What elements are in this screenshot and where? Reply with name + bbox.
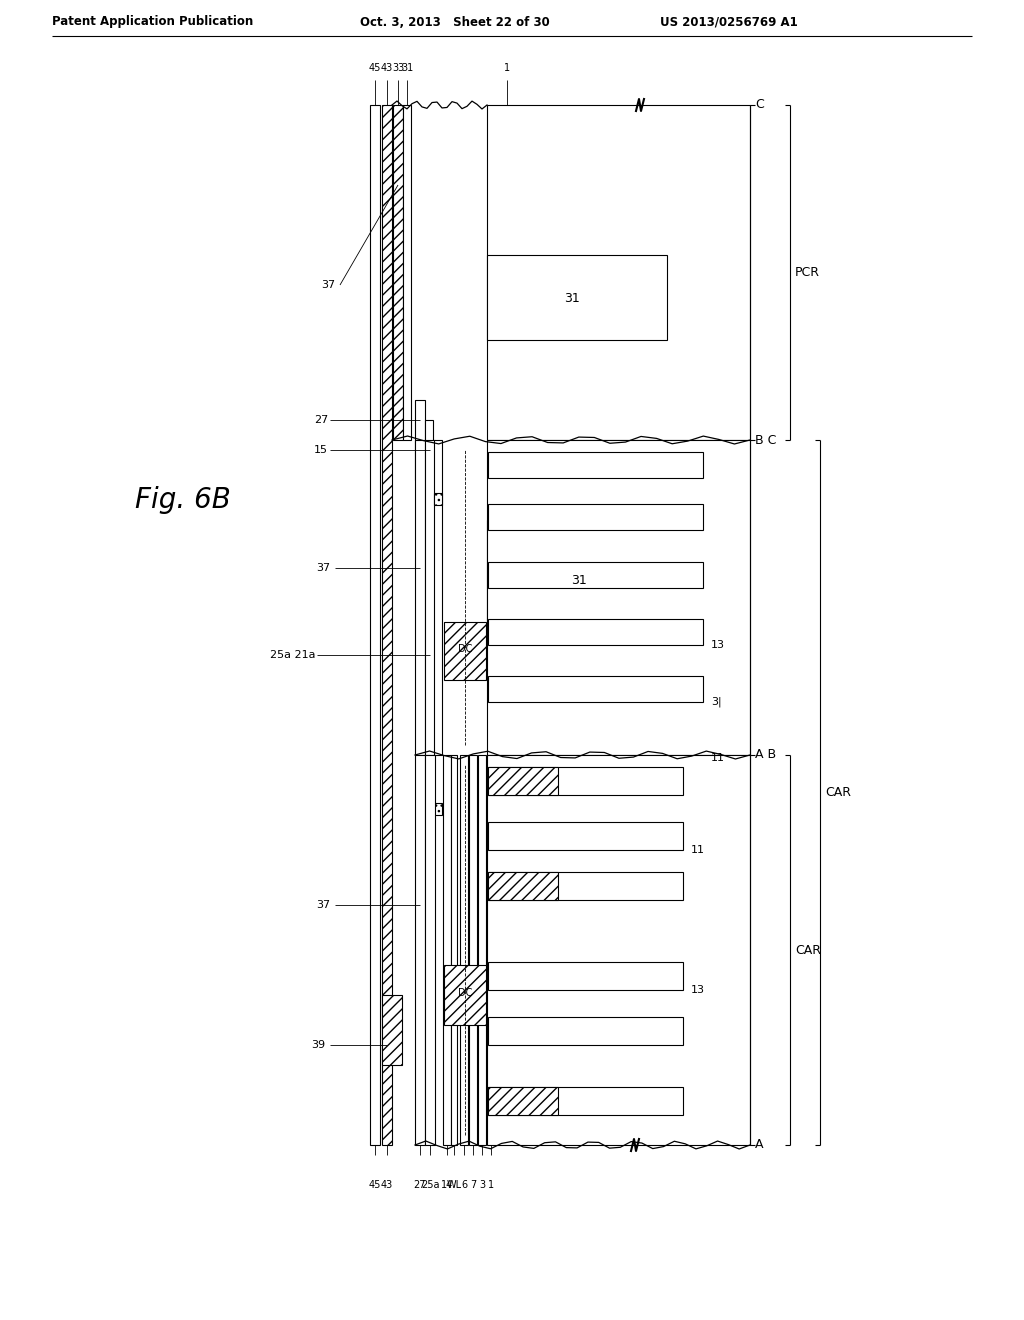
Bar	[382, 106, 392, 1144]
Text: CAR: CAR	[825, 787, 851, 800]
Bar	[488, 767, 558, 795]
Bar	[434, 440, 442, 755]
Bar	[434, 803, 442, 814]
Text: 31: 31	[564, 292, 580, 305]
Bar	[488, 767, 683, 795]
Text: 37: 37	[321, 280, 335, 290]
Text: 14: 14	[441, 1180, 454, 1191]
Bar	[393, 106, 403, 440]
Text: 3|: 3|	[711, 697, 722, 708]
Text: 7: 7	[470, 1180, 476, 1191]
Text: C: C	[755, 99, 764, 111]
Text: Fig. 6B: Fig. 6B	[135, 486, 230, 513]
Text: DC: DC	[458, 987, 472, 998]
Text: 25a: 25a	[421, 1180, 439, 1191]
Bar	[425, 755, 435, 1144]
Text: 43: 43	[381, 1180, 393, 1191]
Bar	[478, 755, 486, 1144]
Text: DC: DC	[458, 644, 472, 653]
Text: 3: 3	[479, 1180, 485, 1191]
Text: B C: B C	[755, 433, 776, 446]
Bar	[434, 492, 442, 506]
Text: 11: 11	[711, 752, 725, 763]
Bar	[488, 962, 683, 990]
Bar	[487, 255, 667, 341]
Bar	[488, 562, 703, 587]
Text: 45: 45	[369, 63, 381, 73]
Bar	[444, 965, 486, 1026]
Bar	[487, 106, 750, 440]
Bar	[451, 755, 457, 1144]
Text: 37: 37	[315, 900, 330, 909]
Text: 25a 21a: 25a 21a	[269, 649, 315, 660]
Text: Oct. 3, 2013   Sheet 22 of 30: Oct. 3, 2013 Sheet 22 of 30	[360, 16, 550, 29]
Bar	[425, 420, 433, 459]
Text: 37: 37	[315, 564, 330, 573]
Bar	[415, 400, 425, 480]
Text: PCR: PCR	[795, 267, 820, 280]
Text: 1: 1	[504, 63, 510, 73]
Text: 31: 31	[571, 573, 587, 586]
Bar	[487, 520, 682, 640]
Text: 39: 39	[311, 1040, 325, 1049]
Bar	[469, 755, 477, 1144]
Bar	[370, 106, 380, 1144]
Bar	[488, 619, 703, 645]
Bar	[488, 504, 703, 531]
Text: 15: 15	[314, 445, 328, 455]
Bar	[488, 822, 683, 850]
Text: 27: 27	[414, 1180, 426, 1191]
Text: 1: 1	[488, 1180, 494, 1191]
Text: 33: 33	[392, 63, 404, 73]
Bar	[403, 106, 411, 440]
Text: 43: 43	[381, 63, 393, 73]
Bar	[488, 873, 558, 900]
Text: 11: 11	[691, 845, 705, 855]
Bar	[415, 440, 425, 755]
Bar	[488, 451, 703, 478]
Bar	[488, 1086, 558, 1115]
Text: CAR: CAR	[795, 944, 821, 957]
Bar	[415, 755, 425, 1144]
Bar	[382, 995, 402, 1065]
Text: WL: WL	[446, 1180, 462, 1191]
Text: 27: 27	[313, 414, 328, 425]
Text: 6: 6	[461, 1180, 467, 1191]
Bar	[487, 440, 750, 755]
Text: 31: 31	[400, 63, 413, 73]
Bar	[488, 1086, 683, 1115]
Text: A: A	[755, 1138, 764, 1151]
Text: 45: 45	[369, 1180, 381, 1191]
Text: 13: 13	[691, 985, 705, 995]
Text: US 2013/0256769 A1: US 2013/0256769 A1	[660, 16, 798, 29]
Bar	[488, 676, 703, 702]
Bar	[488, 873, 683, 900]
Bar	[444, 622, 486, 680]
Bar	[443, 755, 451, 1144]
Text: 13: 13	[711, 640, 725, 649]
Text: Patent Application Publication: Patent Application Publication	[52, 16, 253, 29]
Bar	[460, 755, 468, 1144]
Bar	[488, 1016, 683, 1045]
Bar	[425, 440, 435, 755]
Text: A B: A B	[755, 748, 776, 762]
Bar	[487, 755, 750, 1144]
